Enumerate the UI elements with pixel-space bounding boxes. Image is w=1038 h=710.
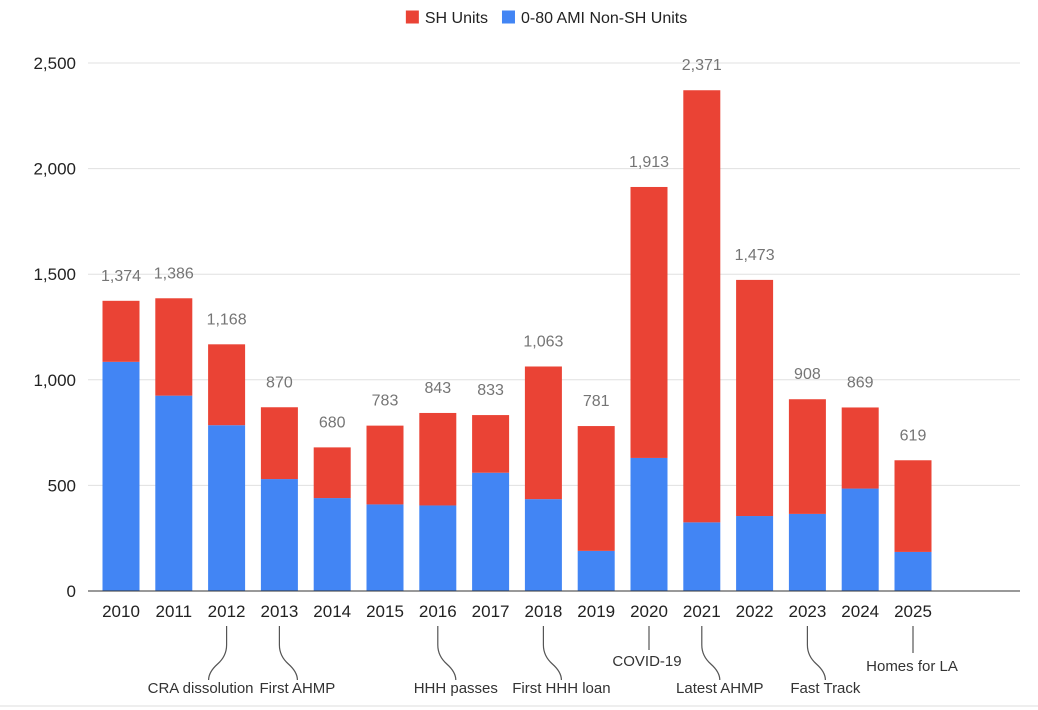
total-label: 1,473 [735, 247, 775, 264]
bar-non-sh [683, 522, 721, 591]
bar-sh [472, 415, 510, 473]
y-tick-label: 0 [67, 582, 76, 601]
bar-sh [630, 186, 668, 458]
bar-non-sh [577, 550, 615, 591]
total-label: 2,371 [682, 57, 722, 74]
annotation-label: HHH passes [414, 680, 498, 697]
bar-non-sh [155, 395, 193, 591]
total-label: 908 [794, 366, 821, 383]
x-tick-label: 2024 [841, 602, 879, 621]
bar-sh [102, 300, 140, 362]
total-label: 843 [424, 380, 451, 397]
annotation-label: Latest AHMP [676, 680, 764, 697]
x-tick-label: 2025 [894, 602, 932, 621]
bar-non-sh [736, 516, 774, 591]
y-tick-label: 1,000 [33, 371, 76, 390]
total-label: 783 [372, 393, 399, 410]
annotation-connector [542, 626, 562, 681]
annotation-label: Homes for LA [866, 658, 958, 675]
total-label: 1,913 [629, 154, 669, 171]
x-tick-label: 2011 [156, 602, 193, 621]
bar-sh [419, 412, 457, 506]
bar-sh [683, 90, 721, 523]
total-label: 781 [583, 393, 610, 410]
y-tick-label: 2,000 [33, 160, 76, 179]
bar-non-sh [208, 425, 246, 591]
bar-sh [524, 366, 562, 500]
x-tick-label: 2023 [788, 602, 826, 621]
legend-label-1: 0-80 AMI Non-SH Units [521, 10, 687, 27]
total-label: 870 [266, 374, 293, 391]
total-label: 680 [319, 414, 346, 431]
legend-swatch-1 [501, 10, 515, 24]
x-tick-label: 2012 [208, 602, 246, 621]
annotation-connector [701, 626, 721, 681]
bar-sh [841, 407, 879, 489]
annotation-connector [806, 626, 826, 681]
bar-non-sh [419, 505, 457, 591]
y-tick-label: 2,500 [33, 54, 76, 73]
x-tick-label: 2017 [472, 602, 510, 621]
annotation-label: Fast Track [790, 680, 861, 697]
bar-sh [577, 426, 615, 551]
x-tick-label: 2018 [524, 602, 562, 621]
annotation-connector [208, 626, 228, 681]
bar-sh [366, 425, 404, 505]
bar-non-sh [260, 479, 298, 591]
bar-non-sh [366, 504, 404, 591]
bar-non-sh [102, 361, 140, 591]
bar-sh [736, 279, 774, 517]
annotation-label: First AHMP [259, 680, 335, 697]
x-tick-label: 2016 [419, 602, 457, 621]
annotation-connector [437, 626, 457, 681]
x-tick-label: 2014 [313, 602, 351, 621]
bar-non-sh [894, 551, 932, 591]
bar-sh [788, 399, 826, 514]
bar-non-sh [524, 499, 562, 591]
annotation-connector [278, 626, 298, 681]
bar-sh [313, 447, 351, 499]
bar-sh [208, 344, 246, 426]
bar-sh [155, 298, 193, 396]
total-label: 1,374 [101, 268, 141, 285]
x-tick-label: 2015 [366, 602, 404, 621]
bar-non-sh [841, 488, 879, 591]
x-tick-label: 2022 [736, 602, 774, 621]
bar-sh [260, 407, 298, 480]
total-label: 1,386 [154, 265, 194, 282]
total-label: 833 [477, 382, 504, 399]
total-label: 1,063 [523, 333, 563, 350]
x-tick-label: 2021 [683, 602, 721, 621]
bar-non-sh [472, 472, 510, 591]
annotation-label: First HHH loan [512, 680, 610, 697]
y-tick-label: 500 [48, 476, 76, 495]
total-label: 619 [900, 427, 927, 444]
bar-sh [894, 460, 932, 552]
bar-non-sh [788, 513, 826, 591]
x-tick-label: 2020 [630, 602, 668, 621]
x-tick-label: 2019 [577, 602, 615, 621]
x-tick-label: 2013 [260, 602, 298, 621]
annotation-label: CRA dissolution [148, 680, 254, 697]
total-label: 1,168 [207, 311, 247, 328]
x-tick-label: 2010 [102, 602, 140, 621]
bar-non-sh [313, 498, 351, 591]
legend-label-0: SH Units [425, 10, 488, 27]
y-tick-label: 1,500 [33, 265, 76, 284]
legend-swatch-0 [405, 10, 419, 24]
bar-non-sh [630, 457, 668, 591]
total-label: 869 [847, 374, 874, 391]
annotation-label: COVID-19 [612, 653, 681, 670]
